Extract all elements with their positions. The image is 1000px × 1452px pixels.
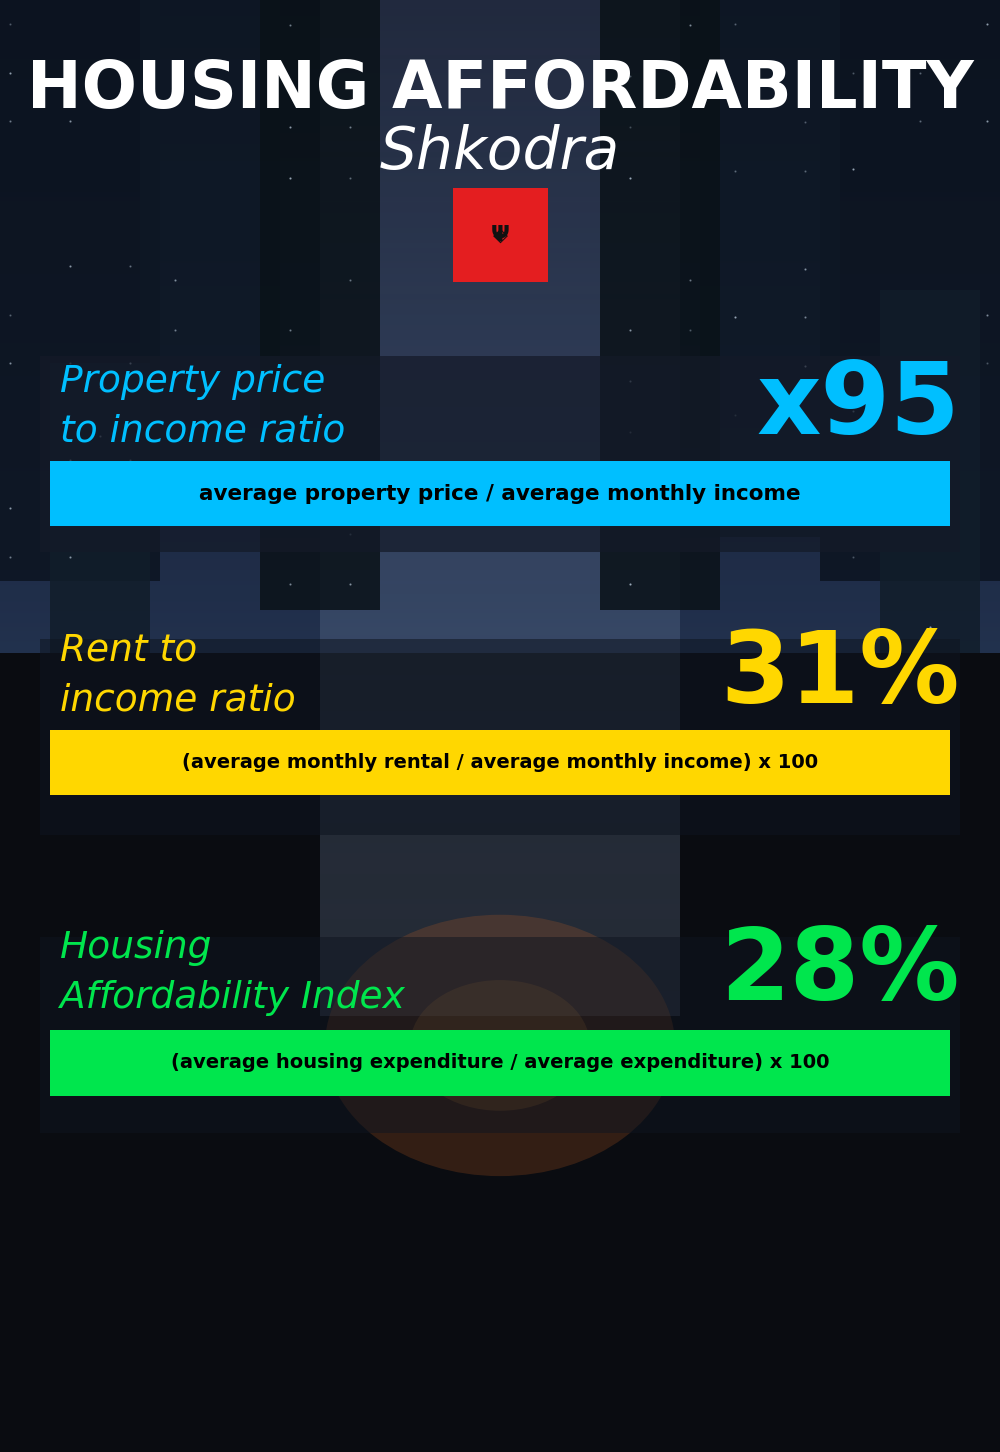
Text: ⬖: ⬖ — [492, 225, 508, 245]
FancyBboxPatch shape — [880, 290, 980, 653]
FancyBboxPatch shape — [452, 187, 548, 282]
Text: Shkodra: Shkodra — [380, 123, 620, 182]
Text: Ψ: Ψ — [491, 225, 509, 245]
Text: HOUSING AFFORDABILITY: HOUSING AFFORDABILITY — [27, 58, 973, 122]
FancyBboxPatch shape — [40, 937, 960, 1133]
FancyBboxPatch shape — [140, 0, 280, 508]
Text: 31%: 31% — [721, 627, 960, 723]
FancyBboxPatch shape — [700, 0, 840, 537]
FancyBboxPatch shape — [50, 460, 950, 526]
Text: (average housing expenditure / average expenditure) x 100: (average housing expenditure / average e… — [171, 1053, 829, 1073]
Ellipse shape — [325, 915, 675, 1176]
Text: x95: x95 — [756, 359, 960, 454]
FancyBboxPatch shape — [820, 0, 1000, 581]
FancyBboxPatch shape — [40, 356, 960, 552]
FancyBboxPatch shape — [50, 363, 150, 653]
Text: Property price
to income ratio: Property price to income ratio — [60, 363, 345, 450]
FancyBboxPatch shape — [0, 0, 160, 581]
Ellipse shape — [410, 980, 590, 1111]
Text: (average monthly rental / average monthly income) x 100: (average monthly rental / average monthl… — [182, 752, 818, 772]
FancyBboxPatch shape — [260, 0, 380, 610]
FancyBboxPatch shape — [600, 0, 720, 610]
Text: Rent to
income ratio: Rent to income ratio — [60, 632, 296, 719]
FancyBboxPatch shape — [50, 1031, 950, 1095]
Text: 28%: 28% — [721, 925, 960, 1021]
FancyBboxPatch shape — [50, 730, 950, 796]
Text: Housing
Affordability Index: Housing Affordability Index — [60, 929, 405, 1016]
FancyBboxPatch shape — [40, 639, 960, 835]
Text: average property price / average monthly income: average property price / average monthly… — [199, 484, 801, 504]
